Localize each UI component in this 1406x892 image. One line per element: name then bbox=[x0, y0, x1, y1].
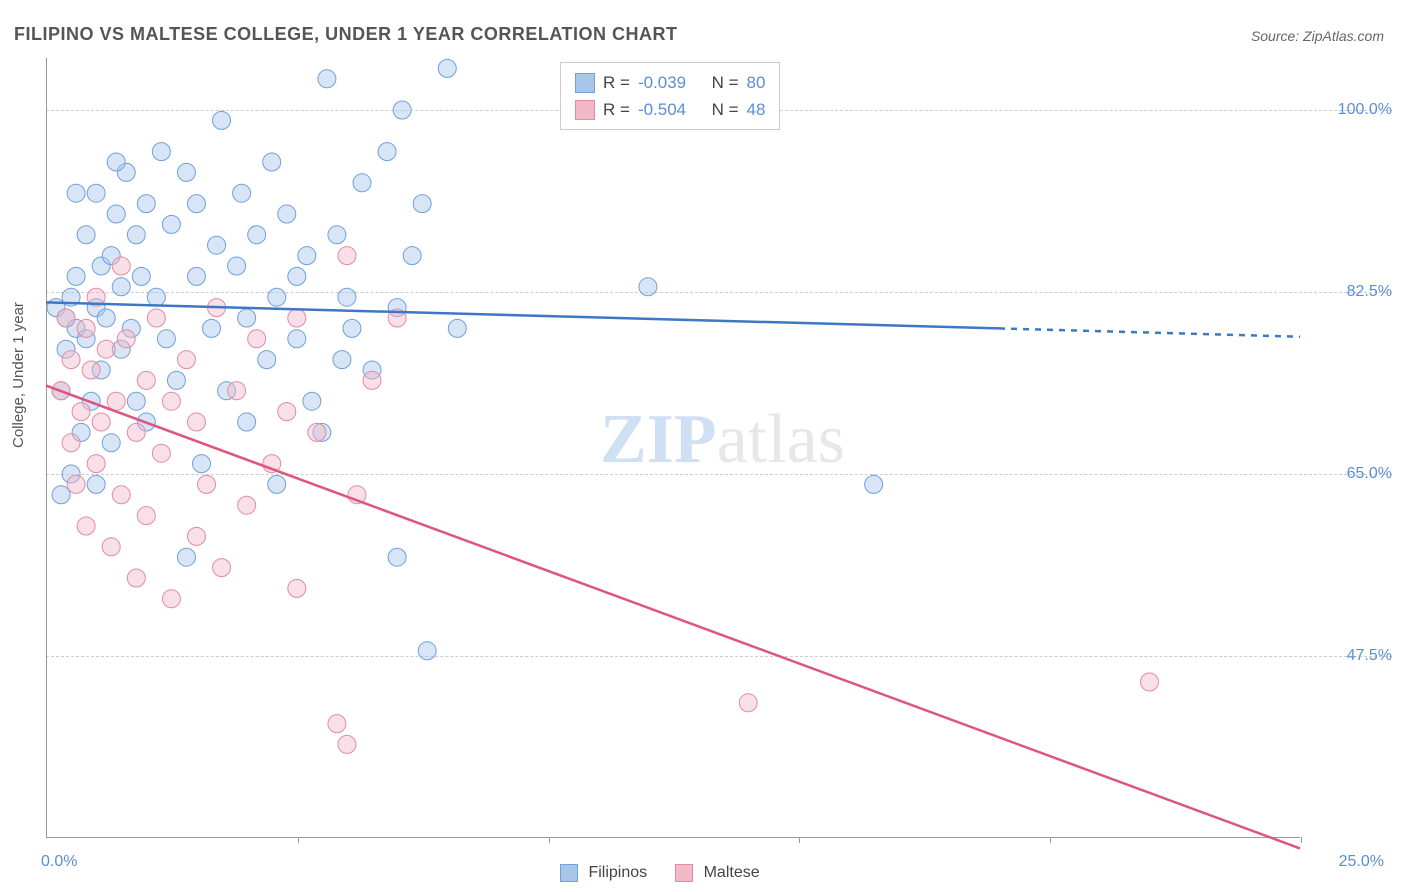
swatch-filipinos bbox=[560, 864, 578, 882]
n-label: N = bbox=[712, 69, 739, 96]
legend-item-maltese: Maltese bbox=[675, 864, 759, 882]
stats-row-maltese: R = -0.504 N = 48 bbox=[575, 96, 765, 123]
y-grid-label: 100.0% bbox=[1338, 101, 1392, 119]
y-grid-label: 65.0% bbox=[1347, 465, 1392, 483]
legend-item-filipinos: Filipinos bbox=[560, 864, 647, 882]
r-value-filipinos: -0.039 bbox=[638, 69, 686, 96]
source-attribution: Source: ZipAtlas.com bbox=[1251, 28, 1384, 44]
r-label: R = bbox=[603, 69, 630, 96]
legend: Filipinos Maltese bbox=[560, 864, 760, 882]
r-value-maltese: -0.504 bbox=[638, 96, 686, 123]
x-axis-min-label: 0.0% bbox=[41, 853, 77, 871]
stats-row-filipinos: R = -0.039 N = 80 bbox=[575, 69, 765, 96]
y-grid-label: 47.5% bbox=[1347, 647, 1392, 665]
swatch-maltese bbox=[675, 864, 693, 882]
n-value-filipinos: 80 bbox=[747, 69, 766, 96]
y-axis-label: College, Under 1 year bbox=[10, 302, 27, 448]
legend-label-filipinos: Filipinos bbox=[588, 864, 647, 881]
r-label: R = bbox=[603, 96, 630, 123]
chart-title: FILIPINO VS MALTESE COLLEGE, UNDER 1 YEA… bbox=[14, 24, 678, 45]
n-value-maltese: 48 bbox=[747, 96, 766, 123]
correlation-stats-box: R = -0.039 N = 80 R = -0.504 N = 48 bbox=[560, 62, 780, 130]
legend-label-maltese: Maltese bbox=[704, 864, 760, 881]
y-grid-label: 82.5% bbox=[1347, 283, 1392, 301]
n-label: N = bbox=[712, 96, 739, 123]
x-axis-max-label: 25.0% bbox=[1339, 853, 1384, 871]
scatter-chart bbox=[46, 58, 1300, 838]
swatch-filipinos bbox=[575, 73, 595, 93]
swatch-maltese bbox=[575, 100, 595, 120]
